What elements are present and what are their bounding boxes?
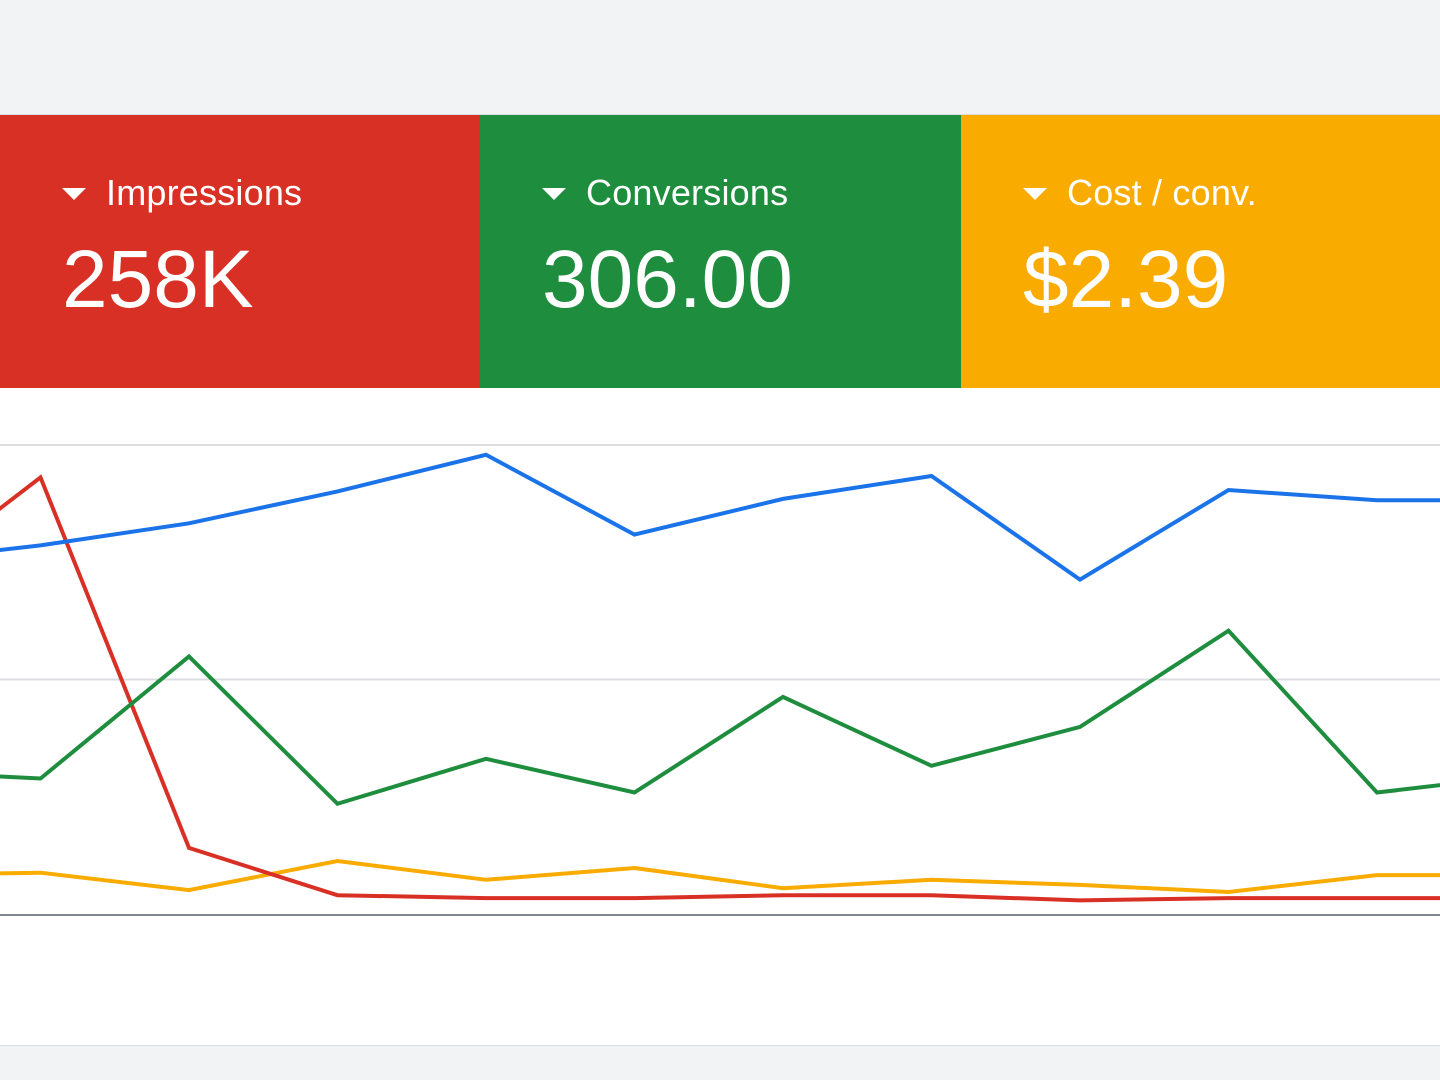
metric-tile-cost-per-conversion[interactable]: Cost / conv. $2.39	[961, 115, 1440, 388]
series-line-0	[0, 452, 1440, 582]
performance-line-chart	[0, 444, 1440, 916]
metric-header: Cost / conv.	[1023, 171, 1257, 215]
performance-card: Impressions 258K Conversions 306.00 Cost…	[0, 114, 1440, 1046]
series-line-1	[0, 474, 1440, 903]
metric-label: Cost / conv.	[1067, 172, 1257, 213]
metric-tile-conversions[interactable]: Conversions 306.00	[480, 115, 961, 388]
metric-value: 306.00	[542, 234, 793, 325]
metric-label: Conversions	[586, 172, 789, 213]
dropdown-caret-icon[interactable]	[62, 188, 86, 200]
metric-header: Conversions	[542, 171, 788, 215]
metric-label: Impressions	[106, 172, 303, 213]
metric-value: 258K	[62, 234, 254, 325]
metric-value: $2.39	[1023, 234, 1229, 325]
metric-header: Impressions	[62, 171, 302, 215]
series-line-2	[0, 628, 1440, 807]
metric-tile-impressions[interactable]: Impressions 258K	[0, 115, 480, 388]
dropdown-caret-icon[interactable]	[1023, 188, 1047, 200]
series-line-3	[0, 858, 1440, 895]
dropdown-caret-icon[interactable]	[542, 188, 566, 200]
metric-tiles: Impressions 258K Conversions 306.00 Cost…	[0, 115, 1440, 388]
